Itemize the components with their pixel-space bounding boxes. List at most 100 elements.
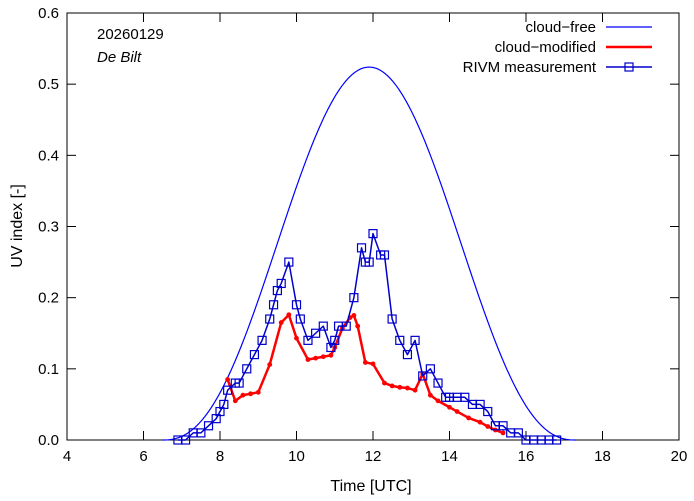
- axes: [66, 12, 680, 441]
- rivm-measurement-point: [460, 392, 470, 402]
- legend-label-cloud-modified: cloud−modified: [495, 39, 596, 56]
- rivm-measurement-point: [410, 335, 420, 345]
- rivm-measurement-point: [356, 243, 367, 253]
- rivm-measurement-point: [387, 314, 397, 324]
- x-tick-label-12: 12: [365, 448, 382, 465]
- rivm-measurement-point: [311, 328, 321, 338]
- cloud-modified-point: [412, 387, 418, 393]
- cloud-modified-point: [267, 362, 273, 367]
- station-label: De Bilt: [97, 49, 142, 66]
- cloud-modified-point: [240, 392, 246, 398]
- legend-label-cloud-free: cloud−free: [526, 19, 596, 36]
- cloud-modified-point: [313, 355, 319, 361]
- rivm-measurement-point: [402, 350, 413, 360]
- cloud-free-series: [162, 66, 576, 441]
- cloud-modified-point: [427, 392, 433, 398]
- cloud-modified-point: [362, 360, 368, 365]
- cloud-modified-point: [454, 409, 460, 414]
- y-tick-label-0.3: 0.3: [38, 219, 59, 236]
- rivm-measurement-point: [364, 257, 374, 267]
- cloud-modified-point: [485, 424, 491, 429]
- cloud-modified-line: [226, 313, 504, 435]
- cloud-modified-series: [225, 312, 506, 436]
- rivm-measurement-point: [284, 257, 294, 267]
- x-tick-label-10: 10: [288, 448, 305, 465]
- rivm-measurement-point: [276, 278, 286, 289]
- x-tick-label-4: 4: [63, 448, 71, 465]
- cloud-free-line: [162, 66, 576, 441]
- date-label: 20260129: [97, 26, 164, 43]
- cloud-modified-point: [389, 383, 395, 389]
- x-tick-label-6: 6: [139, 448, 147, 465]
- rivm-measurement-point: [433, 378, 443, 388]
- x-axis-title: Time [UTC]: [330, 478, 411, 495]
- x-tick-label-14: 14: [441, 448, 458, 465]
- x-tick-label-8: 8: [216, 448, 224, 465]
- y-axis-title: UV index [-]: [9, 184, 26, 268]
- cloud-modified-point: [225, 377, 231, 382]
- rivm-measurement-point: [425, 364, 435, 374]
- rivm-measurement-series: [173, 229, 562, 445]
- cloud-modified-point: [248, 391, 254, 397]
- cloud-modified-point: [447, 404, 452, 410]
- cloud-modified-point: [286, 312, 292, 318]
- rivm-measurement-point: [330, 335, 340, 345]
- cloud-modified-point: [466, 415, 472, 421]
- rivm-measurement-point: [203, 421, 214, 431]
- x-tick-label-18: 18: [594, 448, 611, 465]
- y-tick-label-0.1: 0.1: [38, 361, 59, 378]
- cloud-modified-point: [305, 357, 311, 362]
- y-tick-label-0.0: 0.0: [38, 432, 59, 449]
- cloud-modified-point: [278, 320, 284, 325]
- rivm-measurement-point: [475, 399, 485, 410]
- y-tick-label-0.4: 0.4: [38, 147, 59, 164]
- cloud-modified-point: [232, 398, 238, 404]
- rivm-measurement-point: [268, 300, 279, 310]
- y-tick-label-0.6: 0.6: [38, 5, 59, 22]
- rivm-measurement-point: [341, 321, 351, 331]
- rivm-measurement-point: [303, 335, 313, 345]
- rivm-measurement-point: [418, 371, 428, 381]
- ticks: 4 6 8 10 12 14 16 18 20 0.0 0.1 0.2 0.3 0.4 0.5 0.6: [38, 5, 687, 465]
- rivm-measurement-point: [395, 335, 405, 345]
- rivm-measurement-point: [265, 314, 275, 324]
- rivm-measurement-point: [349, 293, 359, 303]
- cloud-modified-point: [405, 385, 410, 391]
- rivm-measurement-point: [291, 300, 302, 310]
- rivm-measurement-point: [223, 385, 233, 395]
- rivm-measurement-point: [551, 435, 562, 445]
- rivm-measurement-point: [498, 421, 508, 431]
- rivm-measurement-line: [177, 232, 557, 441]
- rivm-measurement-point: [249, 350, 260, 360]
- annotations: 20260129 De Bilt: [97, 26, 164, 66]
- cloud-modified-point: [328, 352, 334, 358]
- plot-frame: [66, 12, 680, 441]
- cloud-modified-point: [477, 419, 483, 425]
- x-tick-label-16: 16: [518, 448, 535, 465]
- rivm-measurement-point: [379, 250, 390, 260]
- cloud-modified-point: [355, 323, 361, 329]
- rivm-measurement-point: [368, 229, 378, 239]
- rivm-measurement-point: [513, 428, 523, 438]
- x-tick-label-20: 20: [671, 448, 688, 465]
- cloud-modified-point: [255, 389, 261, 395]
- cloud-modified-point: [320, 354, 326, 360]
- rivm-measurement-point: [257, 335, 267, 345]
- rivm-measurement-point: [242, 364, 252, 374]
- cloud-modified-point: [351, 313, 357, 318]
- rivm-measurement-point: [180, 435, 191, 445]
- rivm-measurement-point: [318, 321, 328, 331]
- rivm-measurement-point: [483, 406, 493, 417]
- cloud-modified-point: [294, 335, 299, 341]
- rivm-measurement-point: [295, 314, 305, 324]
- rivm-measurement-point: [196, 428, 206, 438]
- cloud-modified-point: [370, 361, 376, 367]
- rivm-measurement-point: [219, 399, 229, 410]
- cloud-modified-point: [397, 384, 403, 390]
- rivm-measurement-point: [234, 378, 244, 388]
- legend: cloud−free cloud−modified RIVM measureme…: [463, 19, 652, 76]
- cloud-modified-point: [435, 398, 441, 404]
- cloud-modified-point: [500, 430, 506, 436]
- legend-marker-square: [624, 62, 634, 72]
